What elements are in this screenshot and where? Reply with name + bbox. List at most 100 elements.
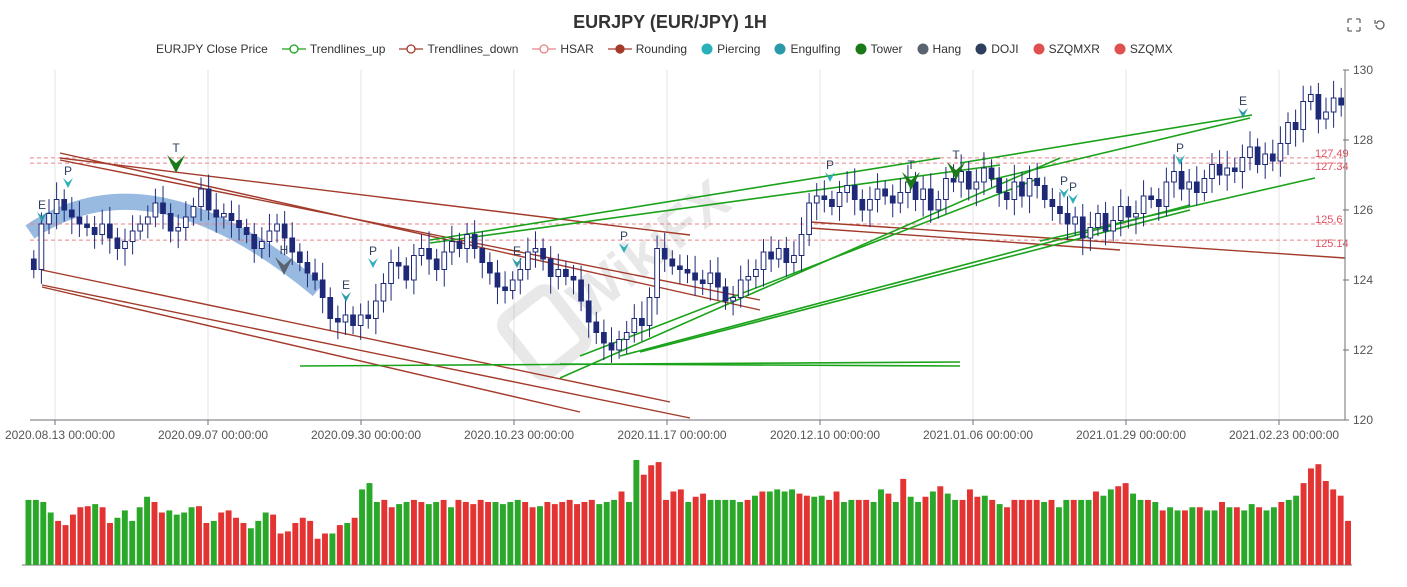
volume-bar: [1100, 495, 1107, 565]
candle-body: [1095, 213, 1101, 228]
hsar-label: 127.34: [1315, 161, 1349, 173]
hsar-label: 125.6: [1315, 214, 1343, 226]
candle-body: [1201, 178, 1208, 193]
legend-item[interactable]: SZQMXR: [1033, 42, 1100, 56]
candle-body: [1262, 153, 1269, 165]
pattern-marker: T: [167, 141, 185, 173]
candle-body: [1285, 122, 1291, 144]
candle-body: [874, 188, 881, 200]
candle-body: [418, 248, 425, 256]
legend-item[interactable]: Rounding: [607, 42, 687, 56]
volume-bar: [944, 493, 951, 565]
volume-bar: [885, 493, 892, 565]
volume-bar: [1122, 483, 1129, 565]
x-tick-label: 2020.09.30 00:00:00: [311, 428, 421, 442]
candle-body: [494, 272, 501, 288]
candle-body: [1193, 181, 1200, 193]
volume-bar: [32, 499, 39, 565]
volume-bar: [596, 504, 603, 565]
candle-body: [601, 332, 607, 344]
candle-body: [646, 297, 653, 326]
trendline-up: [639, 209, 1191, 353]
marker-label: P: [1176, 141, 1184, 155]
volume-bar: [218, 512, 225, 565]
legend-item[interactable]: HSAR: [532, 42, 594, 56]
legend-item[interactable]: Hang: [917, 42, 961, 56]
candle-body: [692, 272, 698, 281]
volume-bar: [173, 514, 180, 565]
legend-marker: [1033, 43, 1045, 55]
candle-body: [129, 230, 136, 242]
volume-bar: [129, 520, 136, 565]
candle-body: [707, 272, 714, 284]
volume-bar: [566, 499, 573, 565]
legend-symbol: [975, 43, 987, 55]
candle-body: [304, 262, 311, 274]
candle-body: [912, 181, 919, 200]
volume-bar: [1048, 499, 1055, 565]
legend-item[interactable]: Trendlines_up: [281, 42, 385, 56]
volume-bar: [655, 462, 662, 565]
zoom-icon[interactable]: [1347, 18, 1361, 32]
volume-bar: [1070, 499, 1077, 565]
candle-body: [76, 216, 83, 225]
volume-bar: [47, 512, 54, 565]
candle-body: [190, 206, 197, 218]
volume-bar: [981, 495, 988, 565]
candle-body: [623, 332, 630, 340]
volume-bar: [1241, 510, 1248, 565]
volume-bar: [277, 533, 284, 565]
candle-body: [547, 258, 554, 277]
volume-bar: [314, 538, 321, 565]
volume-bar: [1233, 507, 1240, 565]
marker-arrow: [825, 172, 835, 182]
marker-arrow: [947, 162, 965, 180]
candle-body: [1125, 206, 1132, 218]
trendline-down: [59, 159, 761, 301]
volume-bar: [329, 533, 336, 565]
legend-item[interactable]: EURJPY Close Price: [152, 42, 268, 56]
candle-body: [783, 248, 790, 263]
volume-bar: [99, 507, 106, 565]
volume-bar: [136, 507, 143, 565]
volume-bar: [492, 502, 499, 565]
legend-item[interactable]: SZQMX: [1114, 42, 1173, 56]
legend-item[interactable]: Trendlines_down: [399, 42, 518, 56]
candle-body: [160, 202, 166, 214]
volume-bar: [284, 531, 291, 565]
volume-bar: [388, 507, 395, 565]
volume-bar: [477, 499, 484, 565]
candle-body: [927, 188, 934, 211]
y-tick-label: 124: [1353, 273, 1373, 287]
reset-icon[interactable]: [1373, 18, 1387, 32]
pattern-marker: P: [1175, 141, 1185, 165]
trendline-down: [809, 221, 1346, 259]
candle-body: [1148, 195, 1155, 200]
candle-body: [760, 251, 767, 270]
candle-body: [1330, 97, 1337, 113]
marker-label: E: [38, 198, 46, 212]
volume-bar: [196, 506, 202, 565]
candle-body: [502, 286, 508, 291]
legend-item[interactable]: Tower: [855, 42, 903, 56]
legend-marker: [701, 43, 713, 55]
volume-bar: [625, 502, 632, 565]
volume-bar: [789, 489, 795, 565]
volume-bar: [418, 502, 425, 565]
volume-bar: [1181, 510, 1188, 565]
candle-body: [806, 202, 812, 235]
legend-item[interactable]: Piercing: [701, 42, 760, 56]
marker-label: E: [342, 278, 350, 292]
volume-bar: [462, 502, 469, 565]
candle-body: [289, 237, 296, 253]
candle-body: [631, 318, 638, 333]
volume-bar: [952, 499, 959, 565]
trendline-up: [989, 117, 1251, 181]
volume-bar: [121, 510, 128, 565]
volume-bar: [381, 499, 388, 565]
legend-item[interactable]: Engulfing: [774, 42, 841, 56]
volume-bar: [166, 510, 173, 565]
legend-item[interactable]: DOJI: [975, 42, 1019, 56]
candle-body: [905, 181, 911, 193]
